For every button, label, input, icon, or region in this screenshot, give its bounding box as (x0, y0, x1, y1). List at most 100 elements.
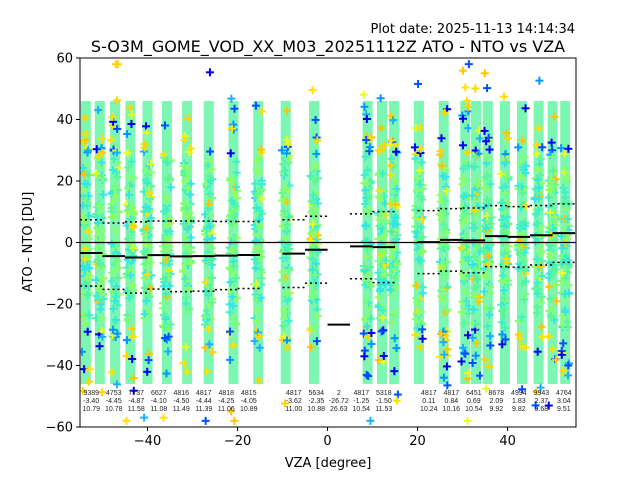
scatter-point (498, 183, 507, 192)
scatter-point (111, 315, 120, 324)
scatter-point (108, 325, 117, 334)
scatter-point (388, 195, 397, 204)
scatter-point (112, 292, 121, 301)
scatter-point (113, 274, 122, 283)
scatter-point (281, 234, 290, 243)
scatter-point (282, 221, 291, 230)
scatter-point (538, 143, 547, 152)
scatter-point (278, 276, 287, 285)
scatter-point (186, 247, 195, 256)
scatter-point (81, 129, 90, 138)
scatter-point (374, 293, 383, 302)
scatter-point (231, 273, 240, 282)
scatter-point (181, 343, 190, 352)
scatter-point (485, 362, 494, 371)
scatter-point (362, 252, 371, 261)
scatter-point (534, 194, 543, 203)
scatter-point (416, 343, 425, 352)
scatter-point (123, 149, 132, 158)
scatter-point (128, 207, 137, 216)
scatter-point (160, 323, 169, 332)
scatter-point (208, 294, 217, 303)
scatter-point (549, 167, 558, 176)
scatter-point (107, 239, 116, 248)
scatter-point (278, 196, 287, 205)
scatter-point (179, 266, 188, 275)
scatter-point (96, 278, 105, 287)
scatter-point (461, 83, 470, 92)
scatter-point (534, 124, 543, 133)
scatter-point (501, 335, 510, 344)
scatter-point (362, 115, 371, 124)
scatter-point (112, 380, 121, 389)
scatter-point (502, 158, 511, 167)
scatter-point (165, 246, 174, 255)
scatter-point (535, 183, 544, 192)
scatter-point (483, 322, 492, 331)
scatter-point (547, 138, 556, 147)
scatter-point (308, 219, 317, 228)
scatter-point (544, 401, 553, 410)
scatter-point (458, 219, 467, 228)
scatter-point (280, 207, 289, 216)
scatter-point (468, 333, 477, 342)
scatter-point (374, 257, 383, 266)
scatter-point (140, 413, 149, 422)
scatter-point (97, 158, 106, 167)
scatter-point (504, 242, 513, 251)
scatter-point (85, 264, 94, 273)
scatter-point (80, 185, 88, 194)
scatter-point (143, 239, 152, 248)
scatter-point (533, 205, 542, 214)
scatter-point (230, 416, 239, 425)
scatter-point (377, 124, 386, 133)
scatter-point (283, 343, 292, 352)
scatter-point (439, 373, 448, 382)
scatter-point (472, 243, 481, 252)
scatter-point (462, 96, 471, 105)
scatter-point (498, 330, 507, 339)
scatter-point (81, 244, 90, 253)
scatter-point (252, 326, 261, 335)
scatter-point (279, 314, 288, 323)
scatter-point (374, 302, 383, 311)
scatter-point (164, 347, 173, 356)
scatter-point (463, 416, 472, 425)
scatter-point (516, 334, 525, 343)
scatter-point (279, 321, 288, 330)
scatter-point (113, 60, 122, 69)
scatter-point (536, 383, 545, 392)
scatter-point (252, 190, 261, 199)
scatter-point (277, 146, 286, 155)
scatter-point (311, 203, 320, 212)
scatter-point (108, 268, 117, 277)
scatter-point (362, 295, 371, 304)
scatter-point (521, 104, 530, 113)
scatter-point (362, 136, 371, 145)
scatter-point (205, 156, 214, 165)
scatter-point (458, 258, 467, 267)
scatter-point (468, 359, 477, 368)
scatter-point (497, 169, 506, 178)
scatter-point (257, 179, 266, 188)
scatter-point (532, 149, 541, 158)
scatter-point (227, 407, 236, 416)
scatter-point (128, 354, 137, 363)
scatter-point (518, 385, 527, 394)
scatter-point (129, 386, 138, 395)
scatter-point (390, 334, 399, 343)
scatter-point (253, 306, 262, 315)
scatter-point (251, 101, 260, 110)
scatter-point (464, 161, 473, 170)
scatter-point (92, 291, 101, 300)
scatter-point (98, 148, 107, 157)
scatter-point (536, 171, 545, 180)
scatter-point (520, 153, 529, 162)
scatter-point (440, 108, 449, 117)
scatter-point (532, 387, 541, 396)
scatter-point (389, 116, 398, 125)
scatter-point (499, 286, 508, 295)
scatter-point (547, 311, 556, 320)
scatter-point (97, 286, 106, 295)
